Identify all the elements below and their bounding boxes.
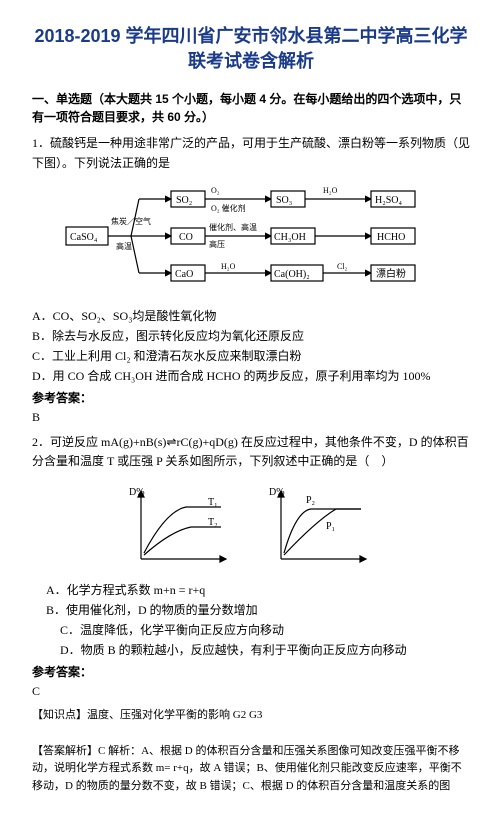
svg-text:O₂ 催化剂: O₂ 催化剂 <box>211 203 246 213</box>
q1-answer-label: 参考答案： <box>32 389 470 406</box>
analysis-label: 【答案解析】 <box>32 745 98 757</box>
svg-text:催化剂、高温: 催化剂、高温 <box>209 222 257 232</box>
document-page: 2018-2019 学年四川省广安市邻水县第二中学高三化学 联考试卷含解析 一、… <box>0 0 502 820</box>
q1-flowchart: CaSO₄ 焦炭／空气 高温 SO₂ CO CaO O₂ O₂ 催化剂 SO₃ <box>61 179 441 299</box>
q2-charts: T₁ T₂ D% P₂ P₁ D% <box>32 481 470 571</box>
svg-text:高压: 高压 <box>209 239 225 249</box>
q2-stem: 2．可逆反应 mA(g)+nB(s)⇌rC(g)+qD(g) 在反应过程中，其他… <box>32 433 470 471</box>
q2-option-d: D．物质 B 的颗粒越小，反应越快，有利于平衡向正反应方向移动 <box>32 641 470 659</box>
svg-text:漂白粉: 漂白粉 <box>376 267 406 280</box>
q1-option-a: A．CO、SO₂、SO₃均是酸性氧化物 <box>32 307 470 325</box>
svg-text:H₂O: H₂O <box>323 186 338 195</box>
q2-answer-label: 参考答案： <box>32 663 470 680</box>
svg-text:CaO: CaO <box>175 269 193 280</box>
svg-text:P₁: P₁ <box>326 521 335 532</box>
title-line2: 联考试卷含解析 <box>188 51 314 71</box>
q2-option-b: B．使用催化剂，D 的物质的量分数增加 <box>32 601 470 619</box>
q2-answer: C <box>32 684 470 699</box>
page-title: 2018-2019 学年四川省广安市邻水县第二中学高三化学 联考试卷含解析 <box>32 24 470 74</box>
svg-text:H₂O: H₂O <box>221 262 236 271</box>
svg-text:SO₃: SO₃ <box>276 195 292 206</box>
q1-option-b: B．除去与水反应，图示转化反应均为氧化还原反应 <box>32 327 470 345</box>
q2-knowledge: 【知识点】温度、压强对化学平衡的影响 G2 G3 <box>32 707 470 725</box>
svg-text:高温: 高温 <box>116 241 132 251</box>
q2-chart-right: P₂ P₁ D% <box>266 481 376 571</box>
q1-option-d: D．用 CO 合成 CH₃OH 进而合成 HCHO 的两步反应，原子利用率均为 … <box>32 367 470 385</box>
title-line1: 2018-2019 学年四川省广安市邻水县第二中学高三化学 <box>34 26 467 46</box>
svg-text:HCHO: HCHO <box>377 232 405 243</box>
svg-text:H₂SO₄: H₂SO₄ <box>375 195 402 206</box>
svg-text:Ca(OH)₂: Ca(OH)₂ <box>274 269 310 280</box>
svg-text:T₁: T₁ <box>208 497 218 508</box>
q2-chart-left: T₁ T₂ D% <box>126 481 236 571</box>
svg-text:CaSO₄: CaSO₄ <box>70 232 98 243</box>
q2-option-c: C．温度降低，化学平衡向正反应方向移动 <box>32 621 470 639</box>
q1-option-c: C．工业上利用 Cl₂ 和澄清石灰水反应来制取漂白粉 <box>32 347 470 365</box>
section-1-heading: 一、单选题（本大题共 15 个小题，每小题 4 分。在每小题给出的四个选项中，只… <box>32 90 470 126</box>
svg-text:O₂: O₂ <box>211 186 220 195</box>
svg-text:CH₃OH: CH₃OH <box>274 232 306 243</box>
svg-text:CO: CO <box>179 232 193 243</box>
svg-text:SO₂: SO₂ <box>176 195 192 206</box>
q1-answer: B <box>32 410 470 425</box>
q2-option-a: A．化学方程式系数 m+n = r+q <box>32 581 470 599</box>
svg-text:P₂: P₂ <box>306 495 315 506</box>
svg-text:D%: D% <box>269 487 285 498</box>
q1-stem: 1．硫酸钙是一种用途非常广泛的产品，可用于生产硫酸、漂白粉等一系列物质（见下图）… <box>32 134 470 172</box>
svg-text:T₂: T₂ <box>208 517 218 528</box>
q2-analysis: 【答案解析】C 解析：A、根据 D 的体积百分含量和压强关系图像可知改变压强平衡… <box>32 743 470 796</box>
knowledge-label: 【知识点】 <box>32 709 87 721</box>
svg-text:Cl₂: Cl₂ <box>337 262 348 271</box>
svg-text:焦炭／空气: 焦炭／空气 <box>111 216 151 226</box>
svg-text:D%: D% <box>129 487 145 498</box>
